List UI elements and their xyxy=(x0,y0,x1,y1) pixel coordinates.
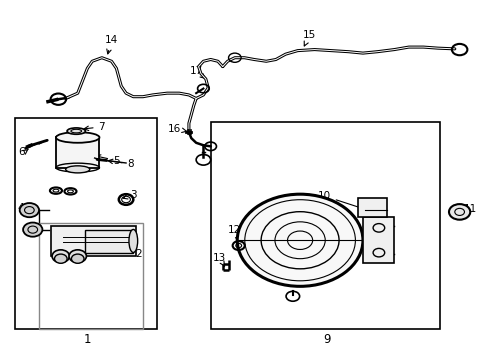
Text: 15: 15 xyxy=(303,30,316,46)
Text: 6: 6 xyxy=(18,147,24,157)
Circle shape xyxy=(237,194,362,286)
Bar xyxy=(39,222,142,329)
Circle shape xyxy=(20,203,39,217)
Bar xyxy=(56,138,99,168)
Circle shape xyxy=(23,222,42,237)
Circle shape xyxy=(71,254,84,263)
Bar xyxy=(362,217,393,263)
Text: 4: 4 xyxy=(18,203,24,213)
Bar xyxy=(357,198,386,217)
Ellipse shape xyxy=(129,229,138,252)
Bar xyxy=(51,226,136,256)
Circle shape xyxy=(69,250,86,262)
Text: 12: 12 xyxy=(228,225,241,241)
Text: 9: 9 xyxy=(322,333,330,346)
Circle shape xyxy=(52,250,69,262)
Ellipse shape xyxy=(56,132,99,143)
Bar xyxy=(210,122,439,329)
Bar xyxy=(15,118,157,329)
Text: 5: 5 xyxy=(96,155,120,166)
Ellipse shape xyxy=(65,166,90,173)
Text: 1: 1 xyxy=(83,333,91,346)
Circle shape xyxy=(54,254,67,263)
Text: 16: 16 xyxy=(167,123,186,134)
Text: 2: 2 xyxy=(101,245,141,260)
Text: 17: 17 xyxy=(189,66,205,78)
Text: 8: 8 xyxy=(108,159,134,169)
Text: 13: 13 xyxy=(212,253,225,266)
Bar xyxy=(85,230,133,253)
Circle shape xyxy=(448,204,469,220)
Text: 10: 10 xyxy=(317,191,363,210)
Text: 14: 14 xyxy=(105,35,118,54)
Text: 3: 3 xyxy=(123,190,136,200)
Ellipse shape xyxy=(67,128,85,134)
Text: 11: 11 xyxy=(452,204,476,214)
Text: 7: 7 xyxy=(84,122,105,132)
